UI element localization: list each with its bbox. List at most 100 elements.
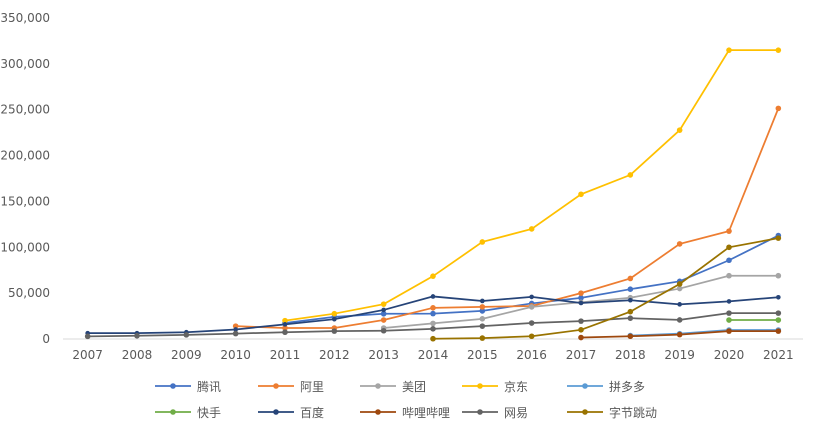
data-point	[479, 323, 486, 329]
data-point	[134, 332, 140, 339]
data-point	[479, 304, 486, 310]
legend-item: 美团	[360, 380, 426, 394]
y-tick-label: 300,000	[0, 57, 50, 71]
series-6	[85, 294, 781, 336]
data-point	[775, 272, 782, 279]
data-point	[627, 333, 634, 340]
data-point	[676, 241, 683, 247]
data-point	[282, 322, 288, 327]
series-5	[726, 317, 782, 323]
legend-swatch-marker	[375, 409, 381, 415]
legend-swatch-marker	[477, 409, 483, 415]
legend-label: 哔哩哔哩	[402, 406, 450, 420]
x-tick-label: 2011	[270, 348, 301, 362]
data-point	[529, 294, 534, 300]
x-tick-label: 2014	[418, 348, 449, 362]
data-point	[726, 328, 732, 334]
data-point	[775, 235, 782, 241]
data-point	[528, 333, 535, 340]
data-point	[775, 310, 782, 316]
data-point	[479, 316, 486, 322]
data-point	[627, 172, 634, 178]
data-point	[775, 47, 782, 53]
data-point	[775, 317, 782, 323]
data-point	[627, 308, 634, 315]
data-point	[380, 310, 387, 317]
data-point	[380, 301, 387, 307]
data-point	[627, 286, 634, 292]
data-point	[480, 298, 485, 304]
data-point	[232, 323, 239, 329]
legend-item: 字节跳动	[567, 405, 657, 420]
data-point	[578, 191, 584, 198]
data-point	[479, 239, 486, 245]
x-axis: 2007 2008 2009 2010 2011 2012 2013 2014 2015 2016…	[72, 348, 793, 362]
data-point	[776, 294, 781, 300]
data-point	[578, 295, 584, 301]
data-point	[528, 304, 535, 310]
x-tick-label: 2009	[171, 348, 202, 362]
legend-swatch-marker	[582, 383, 588, 389]
data-point	[627, 275, 634, 282]
legend-label: 快手	[197, 406, 221, 420]
series-7	[578, 328, 782, 341]
data-point	[775, 105, 782, 112]
y-tick-label: 350,000	[0, 11, 50, 25]
x-tick-label: 2020	[714, 348, 745, 362]
data-point	[676, 281, 683, 287]
data-point	[232, 330, 239, 337]
series-9	[430, 235, 782, 342]
data-point	[528, 320, 535, 326]
legend-label: 拼多多	[609, 380, 645, 394]
series-line	[432, 237, 779, 340]
data-point	[726, 317, 732, 323]
legend-label: 百度	[300, 405, 324, 420]
data-point	[331, 310, 338, 317]
data-point	[628, 297, 633, 303]
legend-label: 腾讯	[197, 379, 221, 394]
legend-label: 京东	[504, 380, 528, 394]
series-1	[232, 105, 782, 331]
series-3	[282, 47, 782, 324]
legend-item: 阿里	[258, 380, 324, 394]
data-point	[430, 335, 436, 342]
data-point	[183, 332, 190, 338]
legend-label: 美团	[402, 380, 426, 394]
data-point	[430, 326, 436, 332]
legend-item: 百度	[258, 405, 324, 420]
data-point	[430, 294, 436, 299]
series-line	[235, 108, 780, 329]
plot-area	[63, 47, 803, 342]
y-tick-label: 200,000	[0, 149, 50, 163]
y-tick-label: 0	[42, 332, 50, 346]
data-point	[676, 331, 683, 338]
x-tick-label: 2008	[122, 348, 153, 362]
data-point	[282, 325, 288, 331]
data-point	[380, 317, 387, 323]
legend-swatch-marker	[273, 383, 279, 389]
data-point	[578, 290, 584, 296]
data-point	[84, 333, 91, 340]
data-point	[726, 228, 732, 234]
data-point	[676, 285, 683, 292]
data-point	[331, 328, 338, 334]
legend-item: 网易	[462, 406, 528, 420]
data-point	[726, 257, 732, 264]
data-point	[726, 272, 732, 279]
data-point	[332, 316, 337, 322]
data-point	[627, 315, 634, 321]
data-point	[676, 127, 683, 133]
data-point	[578, 318, 584, 324]
data-point	[381, 307, 386, 313]
legend-swatch-marker	[170, 409, 176, 415]
data-point	[578, 300, 584, 306]
data-point	[528, 226, 535, 232]
data-point	[676, 317, 683, 323]
x-tick-label: 2010	[220, 348, 251, 362]
y-tick-label: 150,000	[0, 194, 50, 208]
x-tick-label: 2015	[467, 348, 498, 362]
data-point	[430, 305, 436, 311]
legend-item: 哔哩哔哩	[360, 406, 450, 420]
